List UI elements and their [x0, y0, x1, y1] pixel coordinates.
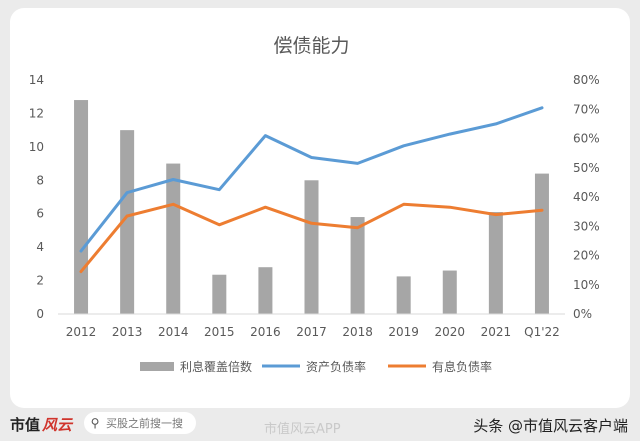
bar — [120, 130, 135, 314]
x-tick: 2014 — [158, 325, 189, 339]
y-right-tick: 10% — [573, 278, 600, 292]
x-tick: 2015 — [204, 325, 235, 339]
bar — [304, 180, 319, 314]
bar — [212, 274, 227, 314]
chart: 偿债能力 0 2 4 6 8 10 12 14 0% 10% 20% 30% 40% 50% 60% 70% 80… — [29, 35, 600, 374]
y-right-tick: 50% — [573, 161, 600, 175]
line-interest-debt-ratio — [79, 202, 544, 274]
watermark-right: 头条 @市值风云客户端 — [473, 417, 628, 435]
y-right-tick: 60% — [573, 132, 600, 146]
y-left-tick: 8 — [36, 173, 44, 187]
y-left-tick: 12 — [29, 106, 44, 120]
y-right-tick: 40% — [573, 190, 600, 204]
bar — [166, 163, 181, 314]
y-right-tick: 20% — [573, 249, 600, 263]
legend-line-label: 有息负债率 — [432, 359, 492, 374]
bar — [534, 173, 549, 314]
bar — [350, 217, 365, 314]
y-right-tick: 0% — [573, 307, 592, 321]
x-tick: 2020 — [434, 325, 465, 339]
bar — [74, 100, 89, 314]
y-left-tick: 14 — [29, 73, 44, 87]
y-left-tick: 0 — [36, 307, 44, 321]
chart-title: 偿债能力 — [273, 35, 349, 57]
brand-text: 市值 — [10, 416, 41, 434]
y-left-tick: 10 — [29, 140, 44, 154]
y-right-tick: 80% — [573, 73, 600, 87]
y-left-tick: 6 — [36, 207, 44, 221]
brand-logo[interactable]: 市值 风云 — [10, 414, 72, 435]
x-tick: 2012 — [66, 325, 97, 339]
legend-line-label: 资产负债率 — [306, 359, 366, 374]
search-input[interactable]: ⚲ 买股之前搜一搜 — [84, 412, 196, 434]
bar — [488, 212, 503, 314]
x-tick: 2017 — [296, 325, 327, 339]
line-debt-ratio — [79, 106, 544, 253]
y-left-tick: 4 — [36, 240, 44, 254]
search-placeholder: 买股之前搜一搜 — [106, 417, 183, 430]
x-tick: Q1'22 — [524, 325, 560, 339]
x-tick: 2019 — [388, 325, 419, 339]
bar — [442, 270, 457, 314]
brand-accent: 风云 — [42, 416, 73, 434]
search-icon: ⚲ — [90, 416, 100, 430]
watermark-center: 市值风云APP — [264, 422, 341, 437]
footer-bar: 市值 风云 ⚲ 买股之前搜一搜 市值风云APP 头条 @市值风云客户端 — [0, 408, 640, 441]
bar — [396, 276, 411, 314]
chart-card: 偿债能力 0 2 4 6 8 10 12 14 0% 10% 20% 30% 40% 50% 60% 70% 80… — [10, 8, 630, 408]
x-tick: 2018 — [342, 325, 373, 339]
y-right-tick: 30% — [573, 219, 600, 233]
y-left-tick: 2 — [36, 274, 44, 288]
x-tick: 2016 — [250, 325, 281, 339]
bar — [258, 267, 273, 314]
x-tick: 2021 — [481, 325, 512, 339]
legend-bar-swatch — [140, 362, 174, 371]
y-right-tick: 70% — [573, 102, 600, 116]
x-tick: 2013 — [112, 325, 143, 339]
legend-bar-label: 利息覆盖倍数 — [180, 359, 252, 374]
